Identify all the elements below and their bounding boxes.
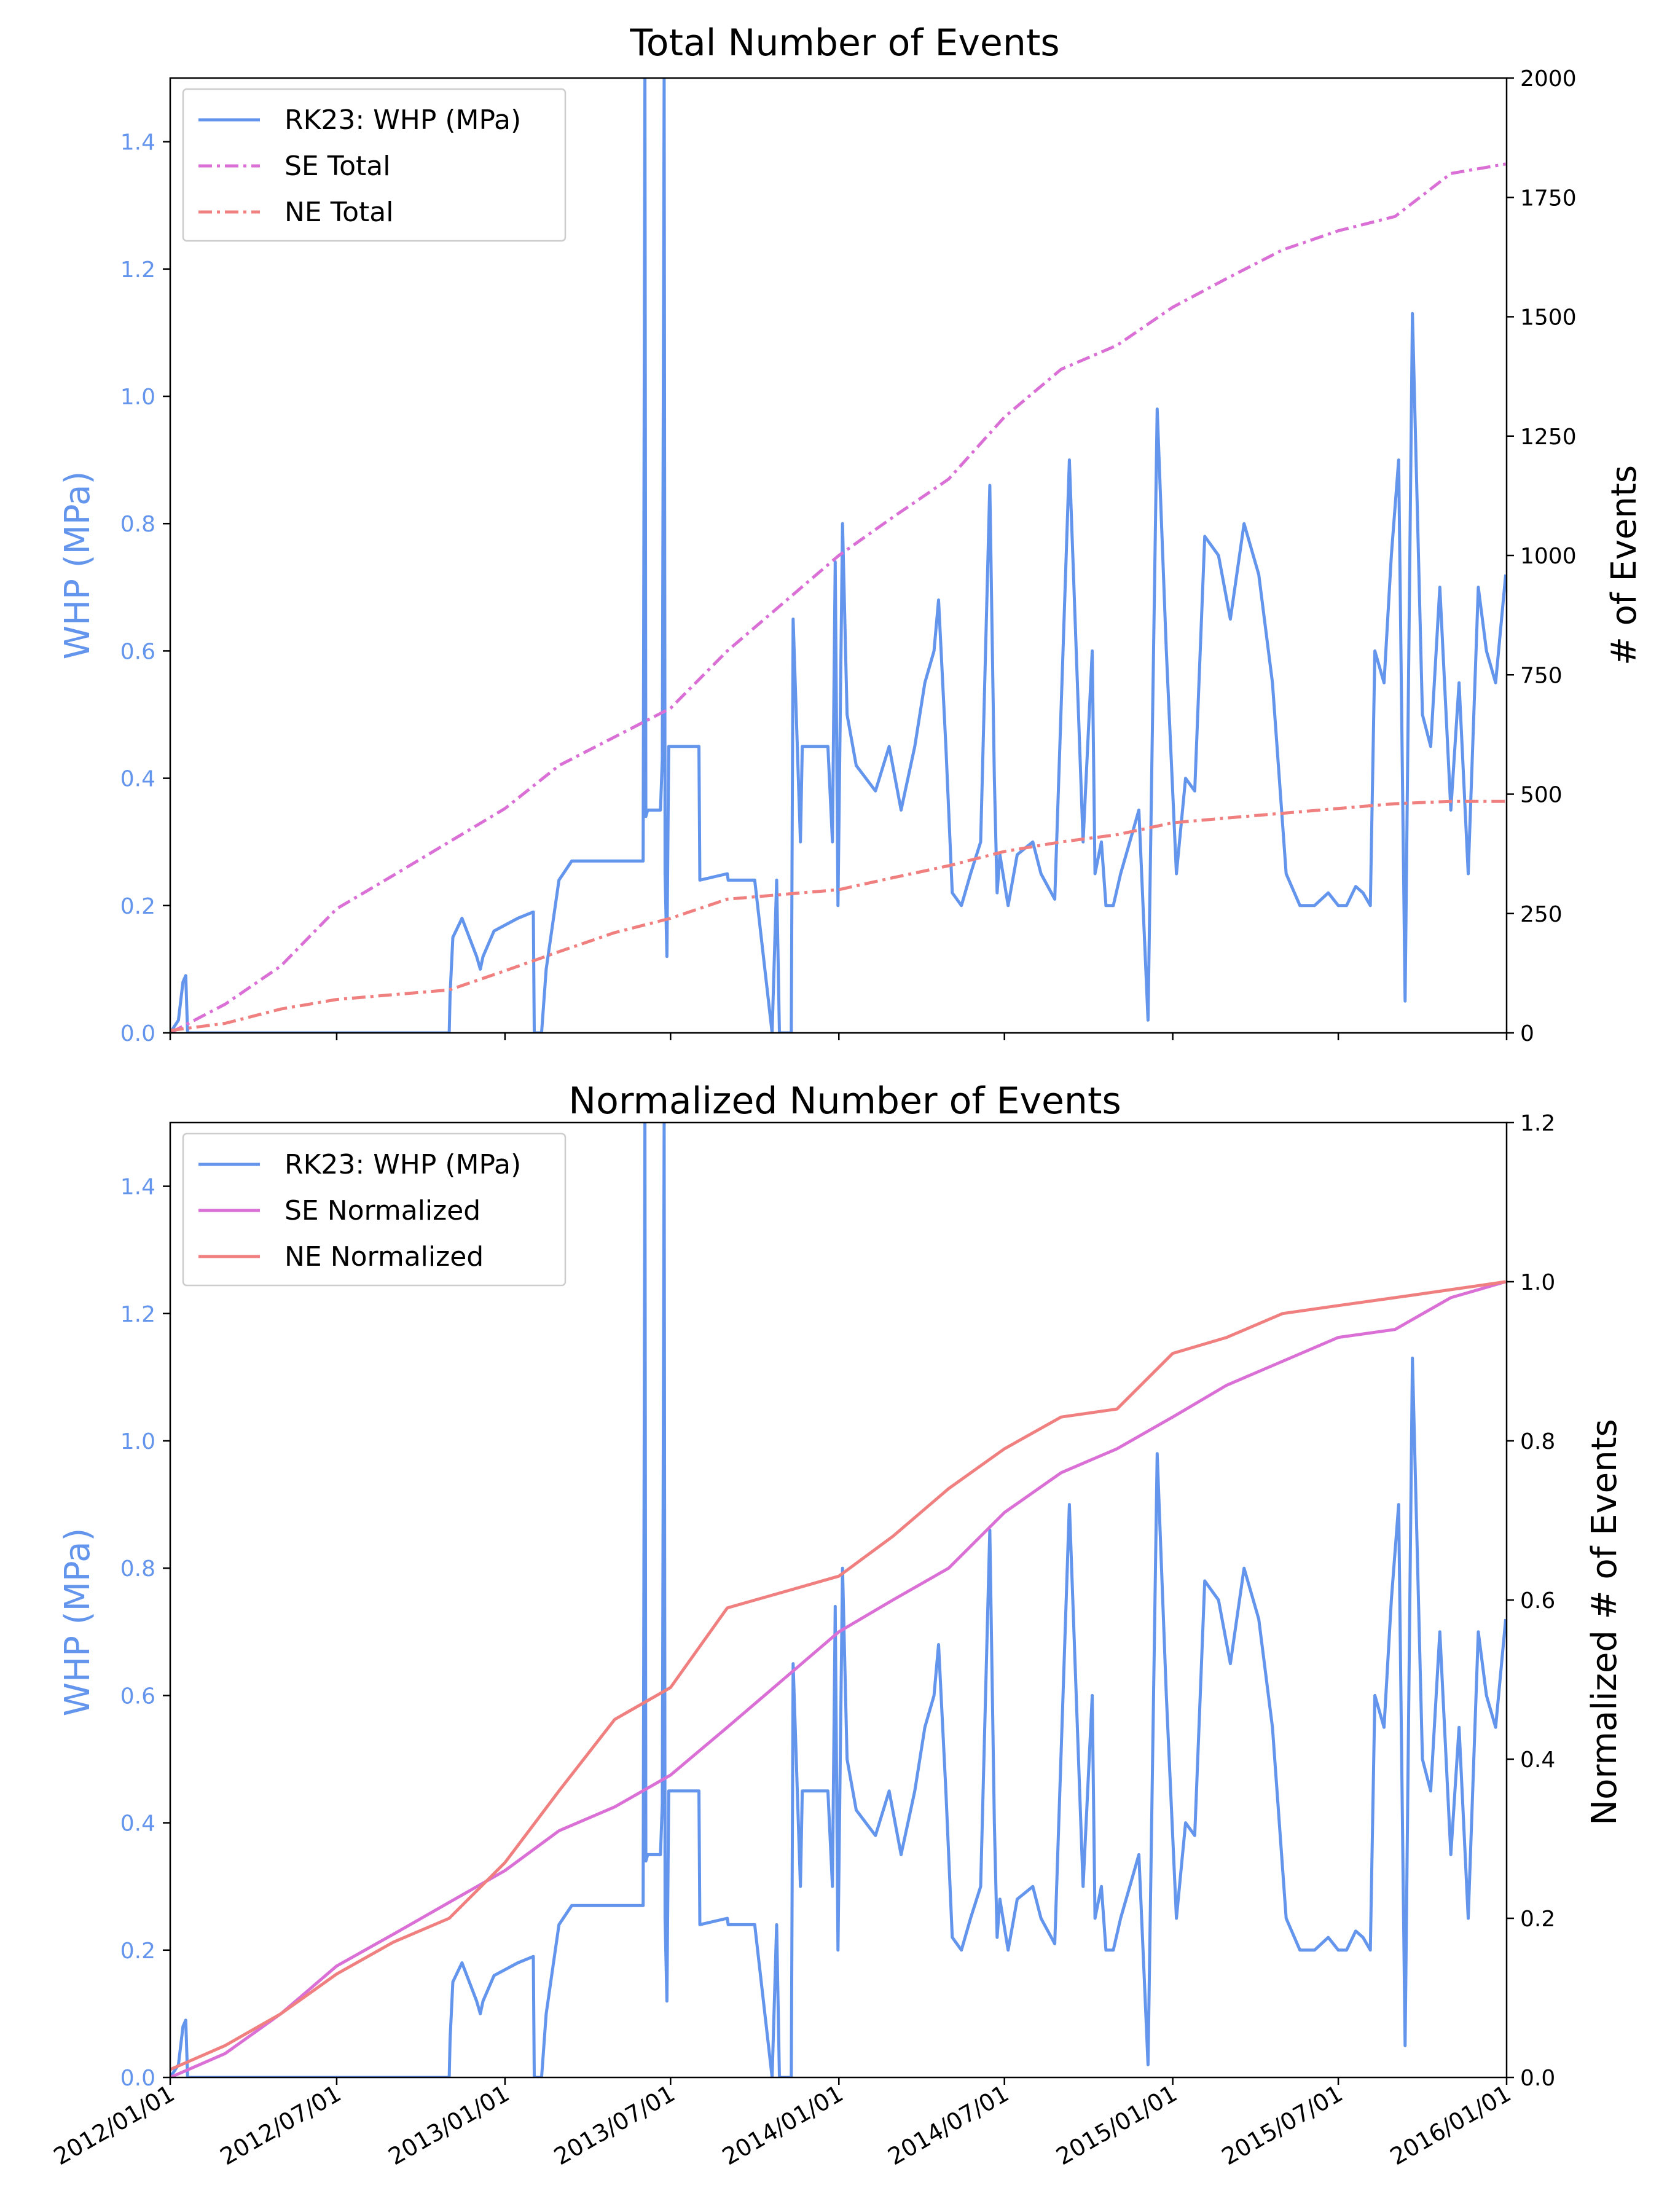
x-tick-label: 2014/01/01 — [718, 2080, 848, 2171]
x-tick-label: 2013/01/01 — [384, 2080, 514, 2171]
right-tick-label: 1250 — [1520, 425, 1577, 450]
right-tick-label: 750 — [1520, 663, 1563, 688]
right-axis-label: # of Events — [1604, 465, 1644, 665]
left-axis-label: WHP (MPa) — [58, 471, 98, 660]
legend: RK23: WHP (MPa) SE Normalized NE Normalize… — [182, 1132, 567, 1287]
x-tick-label: 2012/07/01 — [216, 2080, 346, 2171]
left-tick-label: 1.0 — [120, 385, 155, 410]
left-tick-label: 0.2 — [120, 1939, 155, 1964]
right-tick-label: 0.4 — [1520, 1747, 1555, 1773]
right-tick-label: 1750 — [1520, 186, 1577, 211]
right-tick-label: 0.0 — [1520, 2066, 1555, 2091]
right-tick-label: 250 — [1520, 902, 1563, 927]
legend-label: RK23: WHP (MPa) — [284, 1149, 521, 1180]
chart-title: Total Number of Events — [629, 22, 1059, 65]
right-tick-label: 1000 — [1520, 544, 1577, 569]
right-tick-label: 0.2 — [1520, 1907, 1555, 1932]
x-tick-label: 2013/07/01 — [549, 2080, 680, 2171]
left-tick-label: 0.2 — [120, 894, 155, 919]
left-tick-label: 0.8 — [120, 1556, 155, 1582]
left-tick-label: 1.4 — [120, 130, 155, 155]
left-tick-label: 0.4 — [120, 767, 155, 792]
left-tick-label: 0.4 — [120, 1811, 155, 1837]
left-tick-label: 1.2 — [120, 1302, 155, 1327]
right-tick-label: 500 — [1520, 783, 1563, 808]
series-line-1 — [170, 162, 1506, 1033]
x-tick-label: 2012/01/01 — [49, 2080, 179, 2171]
left-axis-label: WHP (MPa) — [58, 1528, 98, 1717]
chart-panel-total: Total Number of Events WHP (MPa) # of Ev… — [58, 22, 1644, 1046]
legend: RK23: WHP (MPa) SE Total NE Total — [182, 88, 567, 242]
chart-title: Normalized Number of Events — [568, 1080, 1121, 1123]
series-line-2 — [170, 1280, 1506, 2071]
plot-area: 0.0 0.2 0.4 0.6 0.8 1.0 1.2 1.4 0 250 500 750 1000 12… — [120, 66, 1577, 1046]
left-tick-label: 0.8 — [120, 512, 155, 537]
legend-box — [182, 88, 567, 242]
right-tick-label: 1500 — [1520, 305, 1577, 331]
x-tick-label: 2015/01/01 — [1051, 2080, 1182, 2171]
series-line-1 — [170, 1280, 1507, 2077]
left-tick-label: 0.0 — [120, 1021, 155, 1046]
right-tick-label: 0.6 — [1520, 1588, 1555, 1614]
x-tick-label: 2016/01/01 — [1386, 2080, 1516, 2171]
legend-label: RK23: WHP (MPa) — [284, 104, 521, 136]
left-tick-label: 0.6 — [120, 639, 155, 664]
plot-area: 0.0 0.2 0.4 0.6 0.8 1.0 1.2 1.4 0.0 0.2 0.4 0.6 0.8 1… — [120, 1111, 1556, 2091]
right-tick-label: 1.2 — [1520, 1111, 1555, 1136]
right-tick-label: 2000 — [1520, 66, 1577, 92]
left-tick-label: 1.0 — [120, 1429, 155, 1454]
x-tick-label: 2015/07/01 — [1217, 2080, 1347, 2171]
chart-panel-normalized: Normalized Number of Events WHP (MPa) No… — [58, 1080, 1625, 2091]
left-tick-label: 1.4 — [120, 1175, 155, 1200]
left-tick-label: 1.2 — [120, 257, 155, 283]
left-tick-label: 0.6 — [120, 1684, 155, 1709]
right-axis-label: Normalized # of Events — [1585, 1419, 1625, 1825]
left-tick-label: 0.0 — [120, 2066, 155, 2091]
legend-label: SE Normalized — [284, 1195, 480, 1226]
right-tick-label: 0 — [1520, 1021, 1534, 1046]
x-tick-label: 2014/07/01 — [884, 2080, 1014, 2171]
legend-label: SE Total — [284, 151, 390, 182]
legend-box — [182, 1132, 567, 1287]
series-line-0 — [170, 78, 1507, 1033]
legend-label: NE Normalized — [284, 1241, 484, 1273]
legend-label: NE Total — [284, 197, 393, 228]
x-axis: 2012/01/01 2012/07/01 2013/01/01 2013/07/01… — [49, 2080, 1516, 2171]
right-tick-label: 1.0 — [1520, 1270, 1555, 1295]
right-tick-label: 0.8 — [1520, 1429, 1555, 1454]
series-line-2 — [170, 799, 1506, 1032]
series-line-0 — [170, 1123, 1507, 2077]
